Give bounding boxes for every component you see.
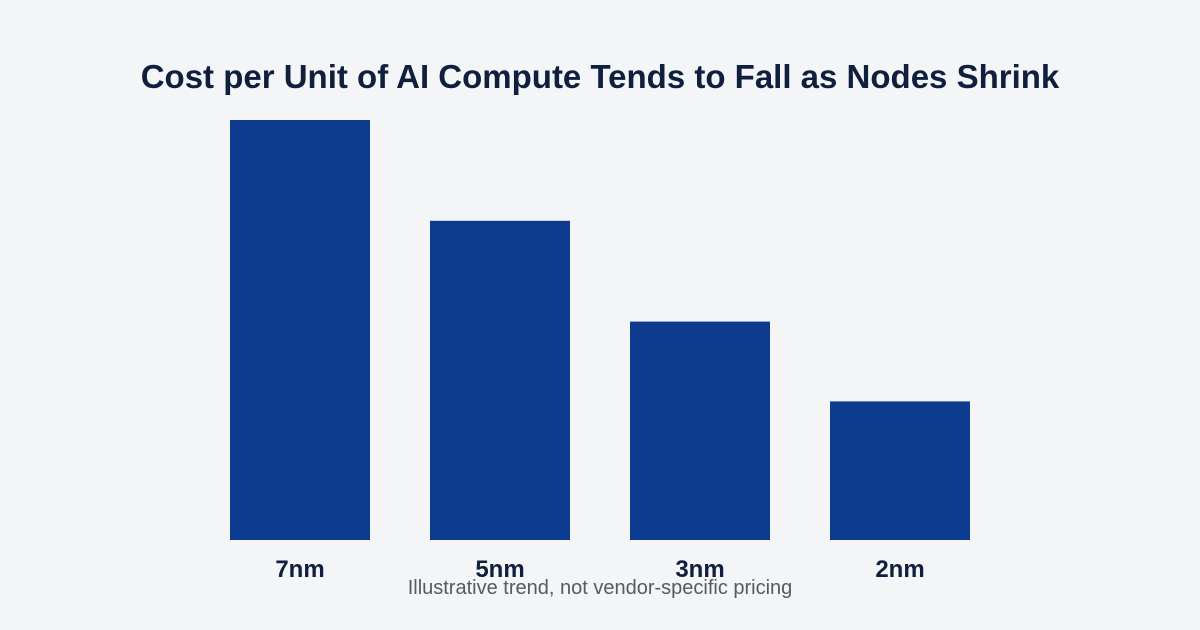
x-tick-label-5nm: 5nm xyxy=(475,556,524,583)
bar-7nm xyxy=(230,120,370,540)
x-tick-labels: 7nm 5nm 3nm 2nm xyxy=(275,556,924,583)
bar-2nm xyxy=(830,401,970,540)
x-tick-label-2nm: 2nm xyxy=(875,556,924,583)
bar-5nm xyxy=(430,220,570,541)
x-tick-label-7nm: 7nm xyxy=(275,556,324,583)
x-tick-label-3nm: 3nm xyxy=(675,556,724,583)
bars-group xyxy=(230,120,970,541)
chart-title: Cost per Unit of AI Compute Tends to Fal… xyxy=(140,58,1060,95)
chart-caption: Illustrative trend, not vendor-specific … xyxy=(407,577,793,599)
bar-3nm xyxy=(630,321,770,540)
